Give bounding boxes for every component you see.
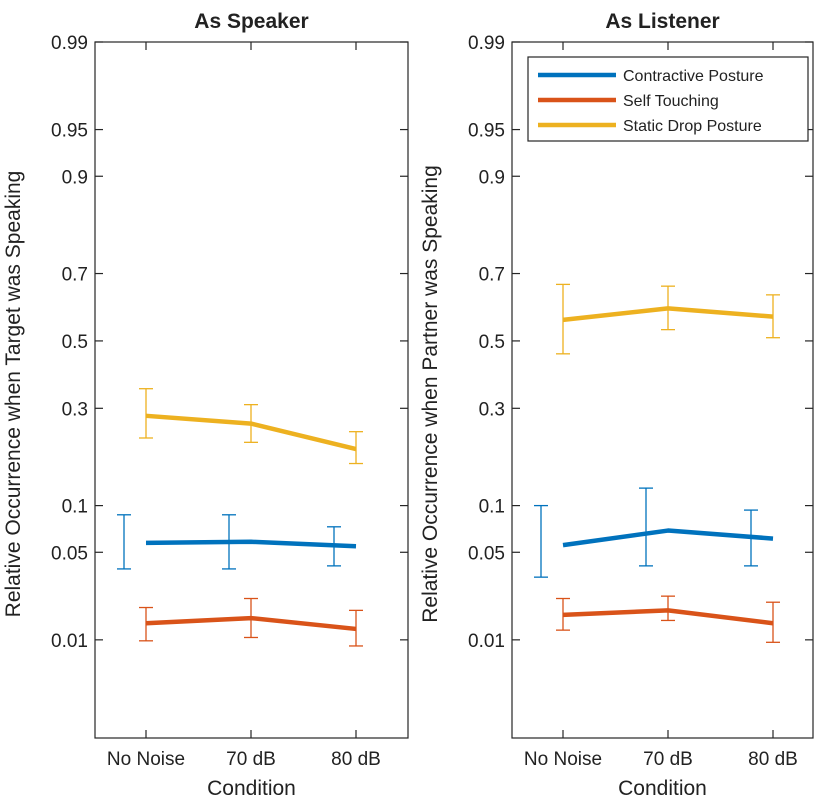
y-axis-label: Relative Occurrence when Partner was Spe… bbox=[419, 165, 442, 623]
legend-label: Static Drop Posture bbox=[623, 118, 762, 135]
y-tick-label: 0.5 bbox=[479, 332, 505, 353]
x-tick-label: 70 dB bbox=[226, 749, 276, 770]
y-tick-label: 0.1 bbox=[479, 497, 505, 518]
y-tick-label: 0.01 bbox=[468, 631, 505, 652]
y-tick-label: 0.7 bbox=[62, 265, 88, 286]
x-tick-label: No Noise bbox=[524, 749, 602, 770]
y-tick-label: 0.05 bbox=[468, 543, 505, 564]
x-tick-label: 80 dB bbox=[331, 749, 381, 770]
y-tick-label: 0.9 bbox=[62, 167, 88, 188]
series-line-0 bbox=[563, 531, 773, 546]
y-tick-label: 0.95 bbox=[51, 121, 88, 142]
y-tick-label: 0.05 bbox=[51, 543, 88, 564]
y-tick-label: 0.99 bbox=[51, 33, 88, 54]
x-axis-label: Condition bbox=[618, 777, 707, 800]
axes-box bbox=[512, 42, 813, 738]
x-tick-label: 80 dB bbox=[748, 749, 798, 770]
y-tick-label: 0.01 bbox=[51, 631, 88, 652]
y-tick-label: 0.5 bbox=[62, 332, 88, 353]
chart-title: As Listener bbox=[605, 10, 719, 33]
chart-title: As Speaker bbox=[194, 10, 308, 33]
y-axis-label: Relative Occurrence when Target was Spea… bbox=[2, 171, 25, 618]
y-tick-label: 0.3 bbox=[62, 399, 88, 420]
y-tick-label: 0.95 bbox=[468, 121, 505, 142]
y-tick-label: 0.3 bbox=[479, 399, 505, 420]
y-tick-label: 0.9 bbox=[479, 167, 505, 188]
x-axis-label: Condition bbox=[207, 777, 296, 800]
series-line-0 bbox=[146, 542, 356, 546]
legend-label: Contractive Posture bbox=[623, 68, 764, 85]
y-tick-label: 0.1 bbox=[62, 497, 88, 518]
x-tick-label: 70 dB bbox=[643, 749, 693, 770]
y-tick-label: 0.7 bbox=[479, 265, 505, 286]
x-tick-label: No Noise bbox=[107, 749, 185, 770]
legend-label: Self Touching bbox=[623, 93, 719, 110]
y-tick-label: 0.99 bbox=[468, 33, 505, 54]
